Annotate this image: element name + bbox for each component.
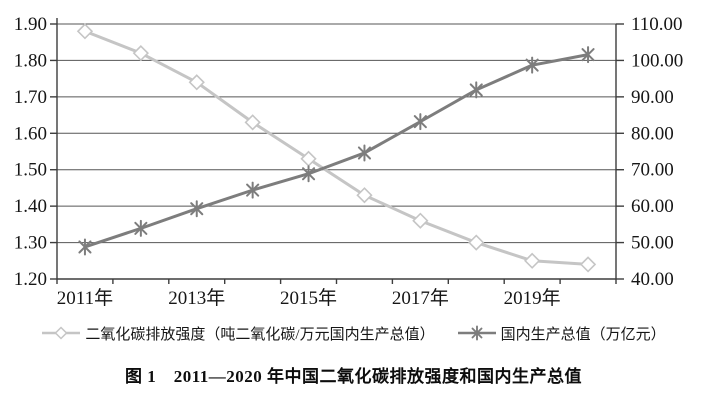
left-axis-label: 1.30: [14, 233, 47, 254]
co2-intensity-data-point: [132, 45, 149, 62]
co2-intensity-data-point: [579, 256, 597, 273]
gdp-data-point: [469, 81, 483, 99]
co2-intensity-data-point: [468, 234, 485, 251]
x-axis-label: 2019年: [504, 287, 561, 309]
right-axis-label: 80.00: [631, 123, 674, 144]
right-axis-label: 60.00: [631, 196, 674, 217]
right-axis-label: 50.00: [631, 233, 674, 254]
co2-intensity-data-point: [524, 252, 541, 269]
gdp-data-point: [78, 238, 92, 256]
right-axis-label: 40.00: [631, 269, 674, 290]
gdp-data-point: [413, 113, 427, 131]
left-axis-label: 1.20: [14, 269, 47, 290]
diamond-marker-icon: [42, 326, 81, 340]
co2-intensity-line: [84, 29, 589, 266]
co2-intensity-data-point: [76, 23, 94, 40]
legend-label-co2-intensity: 二氧化碳排放强度（吨二氧化碳/万元国内生产总值）: [85, 326, 435, 343]
gdp-data-point: [190, 200, 204, 218]
gdp-line: [84, 53, 589, 249]
x-axis-label: 2013年: [168, 287, 225, 309]
left-axis-label: 1.50: [14, 160, 47, 181]
x-axis-label: 2015年: [280, 287, 337, 309]
left-axis-label: 1.60: [14, 123, 47, 144]
right-axis-label: 100.00: [631, 50, 683, 71]
legend-label-gdp: 国内生产总值（万亿元）: [500, 326, 666, 343]
gdp-data-point: [246, 181, 260, 199]
asterisk-marker-icon: [457, 325, 496, 341]
left-axis-label: 1.40: [14, 196, 47, 217]
line-chart-canvas: 1.20 1.30 1.40 1.50 1.60 1.70 1.80 1.90 40.00 50.…: [14, 14, 684, 309]
x-axis-label: 2017年: [392, 287, 449, 309]
gdp-data-point: [581, 46, 595, 64]
right-axis-label: 70.00: [631, 160, 674, 181]
legend-item-gdp: 国内生产总值（万亿元）: [457, 323, 666, 344]
figure-caption: 图 1 2011—2020 年中国二氧化碳排放强度和国内生产总值: [124, 367, 583, 386]
chart-legend: 二氧化碳排放强度（吨二氧化碳/万元国内生产总值） 国内生产总值（万亿元）: [0, 320, 707, 346]
gdp-data-point: [357, 144, 371, 162]
co2-intensity-data-point: [356, 187, 373, 204]
co2-intensity-data-point: [188, 74, 205, 91]
left-axis-label: 1.90: [14, 14, 47, 35]
gdp-data-point: [134, 219, 148, 237]
co2-intensity-data-point: [412, 212, 429, 229]
gdp-data-point: [525, 56, 539, 74]
x-axis-label: 2011年: [57, 287, 113, 309]
left-axis-label: 1.70: [14, 87, 47, 108]
right-axis-label: 110.00: [631, 14, 683, 35]
left-axis-label: 1.80: [14, 50, 47, 71]
right-axis-label: 90.00: [631, 87, 674, 108]
co2-intensity-data-point: [244, 114, 261, 131]
legend-item-co2-intensity: 二氧化碳排放强度（吨二氧化碳/万元国内生产总值）: [41, 323, 435, 344]
gdp-data-point: [302, 165, 316, 183]
